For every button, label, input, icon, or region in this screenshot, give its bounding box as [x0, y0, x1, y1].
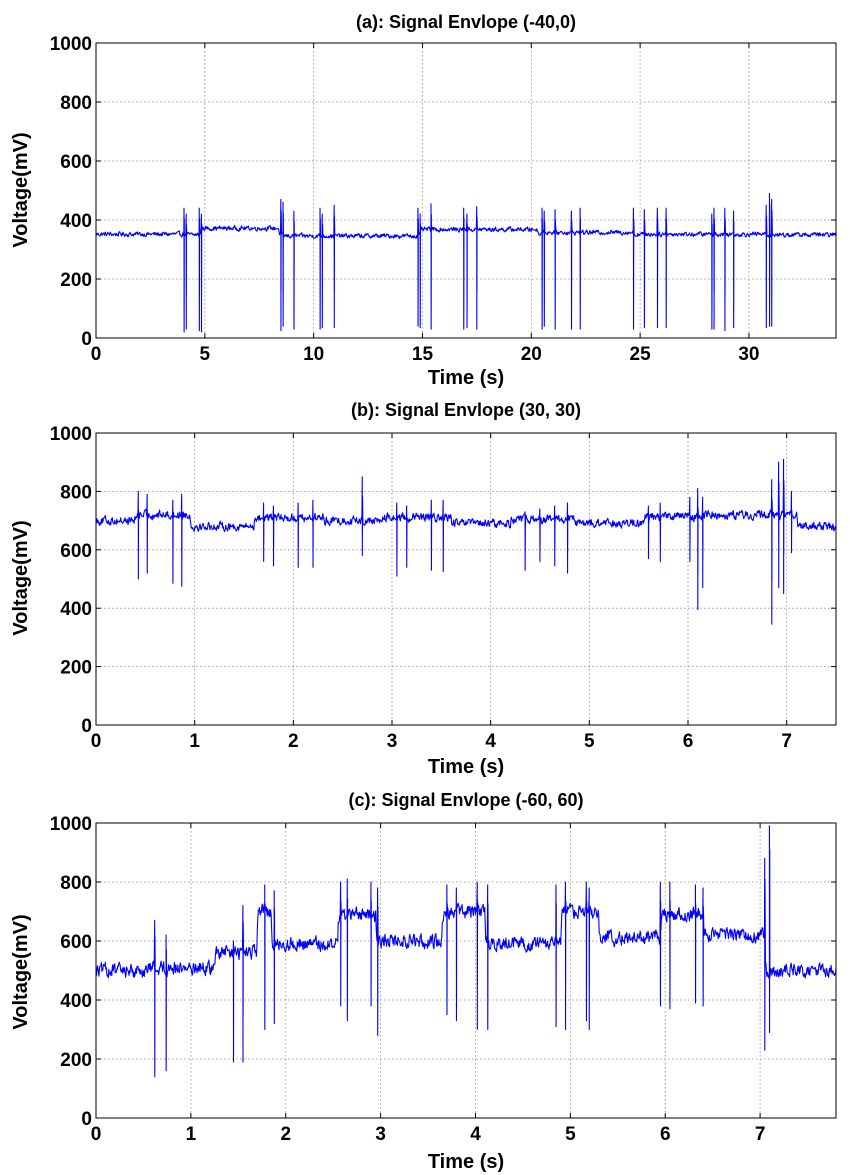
y-tick-label: 800	[60, 873, 92, 894]
x-tick-label: 3	[387, 731, 398, 752]
chart-title: (c): Signal Envlope (-60, 60)	[348, 790, 583, 810]
x-tick-label: 6	[660, 1124, 671, 1145]
signal-series-line	[95, 825, 837, 1078]
x-tick-label: 1	[189, 731, 200, 752]
x-tick-label: 5	[565, 1124, 576, 1145]
x-axis-label: Time (s)	[428, 756, 504, 778]
x-tick-label: 7	[755, 1124, 766, 1145]
x-tick-label: 25	[630, 344, 652, 365]
signal-series-line	[95, 458, 837, 625]
x-tick-label: 4	[485, 731, 496, 752]
chart-panel-a: (a): Signal Envlope (-40,0) Time (s) Vol…	[10, 12, 837, 389]
x-tick-label: 15	[412, 344, 434, 365]
y-tick-label: 600	[60, 932, 92, 953]
x-tick-label: 0	[91, 1124, 102, 1145]
y-tick-label: 1000	[50, 34, 92, 55]
x-axis-label: Time (s)	[428, 367, 504, 389]
x-tick-label: 2	[288, 731, 299, 752]
x-tick-label: 5	[200, 344, 211, 365]
chart-panel-c: (c): Signal Envlope (-60, 60) Time (s) V…	[10, 790, 837, 1173]
x-tick-label: 5	[584, 731, 595, 752]
y-axis-label: Voltage(mV)	[10, 520, 32, 635]
y-tick-label: 200	[60, 270, 92, 291]
y-tick-label: 400	[60, 991, 92, 1012]
x-tick-label: 4	[470, 1124, 481, 1145]
y-axis-label: Voltage(mV)	[10, 914, 32, 1029]
x-tick-label: 20	[521, 344, 542, 365]
y-tick-label: 0	[81, 716, 92, 737]
x-tick-label: 0	[91, 731, 102, 752]
x-tick-label: 2	[280, 1124, 291, 1145]
plot-frame	[95, 432, 837, 726]
signal-series-line	[95, 192, 837, 333]
y-tick-label: 800	[60, 93, 92, 114]
x-axis-label: Time (s)	[428, 1151, 504, 1173]
y-tick-label: 600	[60, 541, 92, 562]
chart-panel-b: (b): Signal Envlope (30, 30) Time (s) Vo…	[10, 400, 837, 778]
x-tick-label: 1	[186, 1124, 197, 1145]
y-tick-label: 200	[60, 1050, 92, 1071]
y-tick-label: 200	[60, 658, 92, 679]
y-tick-label: 0	[81, 329, 92, 350]
y-axis-label: Voltage(mV)	[10, 132, 32, 247]
x-tick-label: 3	[375, 1124, 386, 1145]
y-tick-label: 600	[60, 152, 92, 173]
x-tick-label: 30	[738, 344, 759, 365]
x-tick-label: 10	[303, 344, 324, 365]
x-tick-label: 6	[683, 731, 694, 752]
x-tick-label: 7	[781, 731, 792, 752]
y-tick-label: 400	[60, 211, 92, 232]
plot-frame	[95, 42, 837, 339]
chart-title: (a): Signal Envlope (-40,0)	[356, 12, 576, 32]
x-tick-label: 0	[91, 344, 102, 365]
y-tick-label: 1000	[50, 424, 92, 445]
chart-title: (b): Signal Envlope (30, 30)	[351, 400, 581, 420]
y-tick-label: 1000	[50, 814, 92, 835]
plot-frame	[95, 822, 837, 1119]
y-tick-label: 800	[60, 482, 92, 503]
y-tick-label: 400	[60, 599, 92, 620]
y-tick-label: 0	[81, 1109, 92, 1130]
